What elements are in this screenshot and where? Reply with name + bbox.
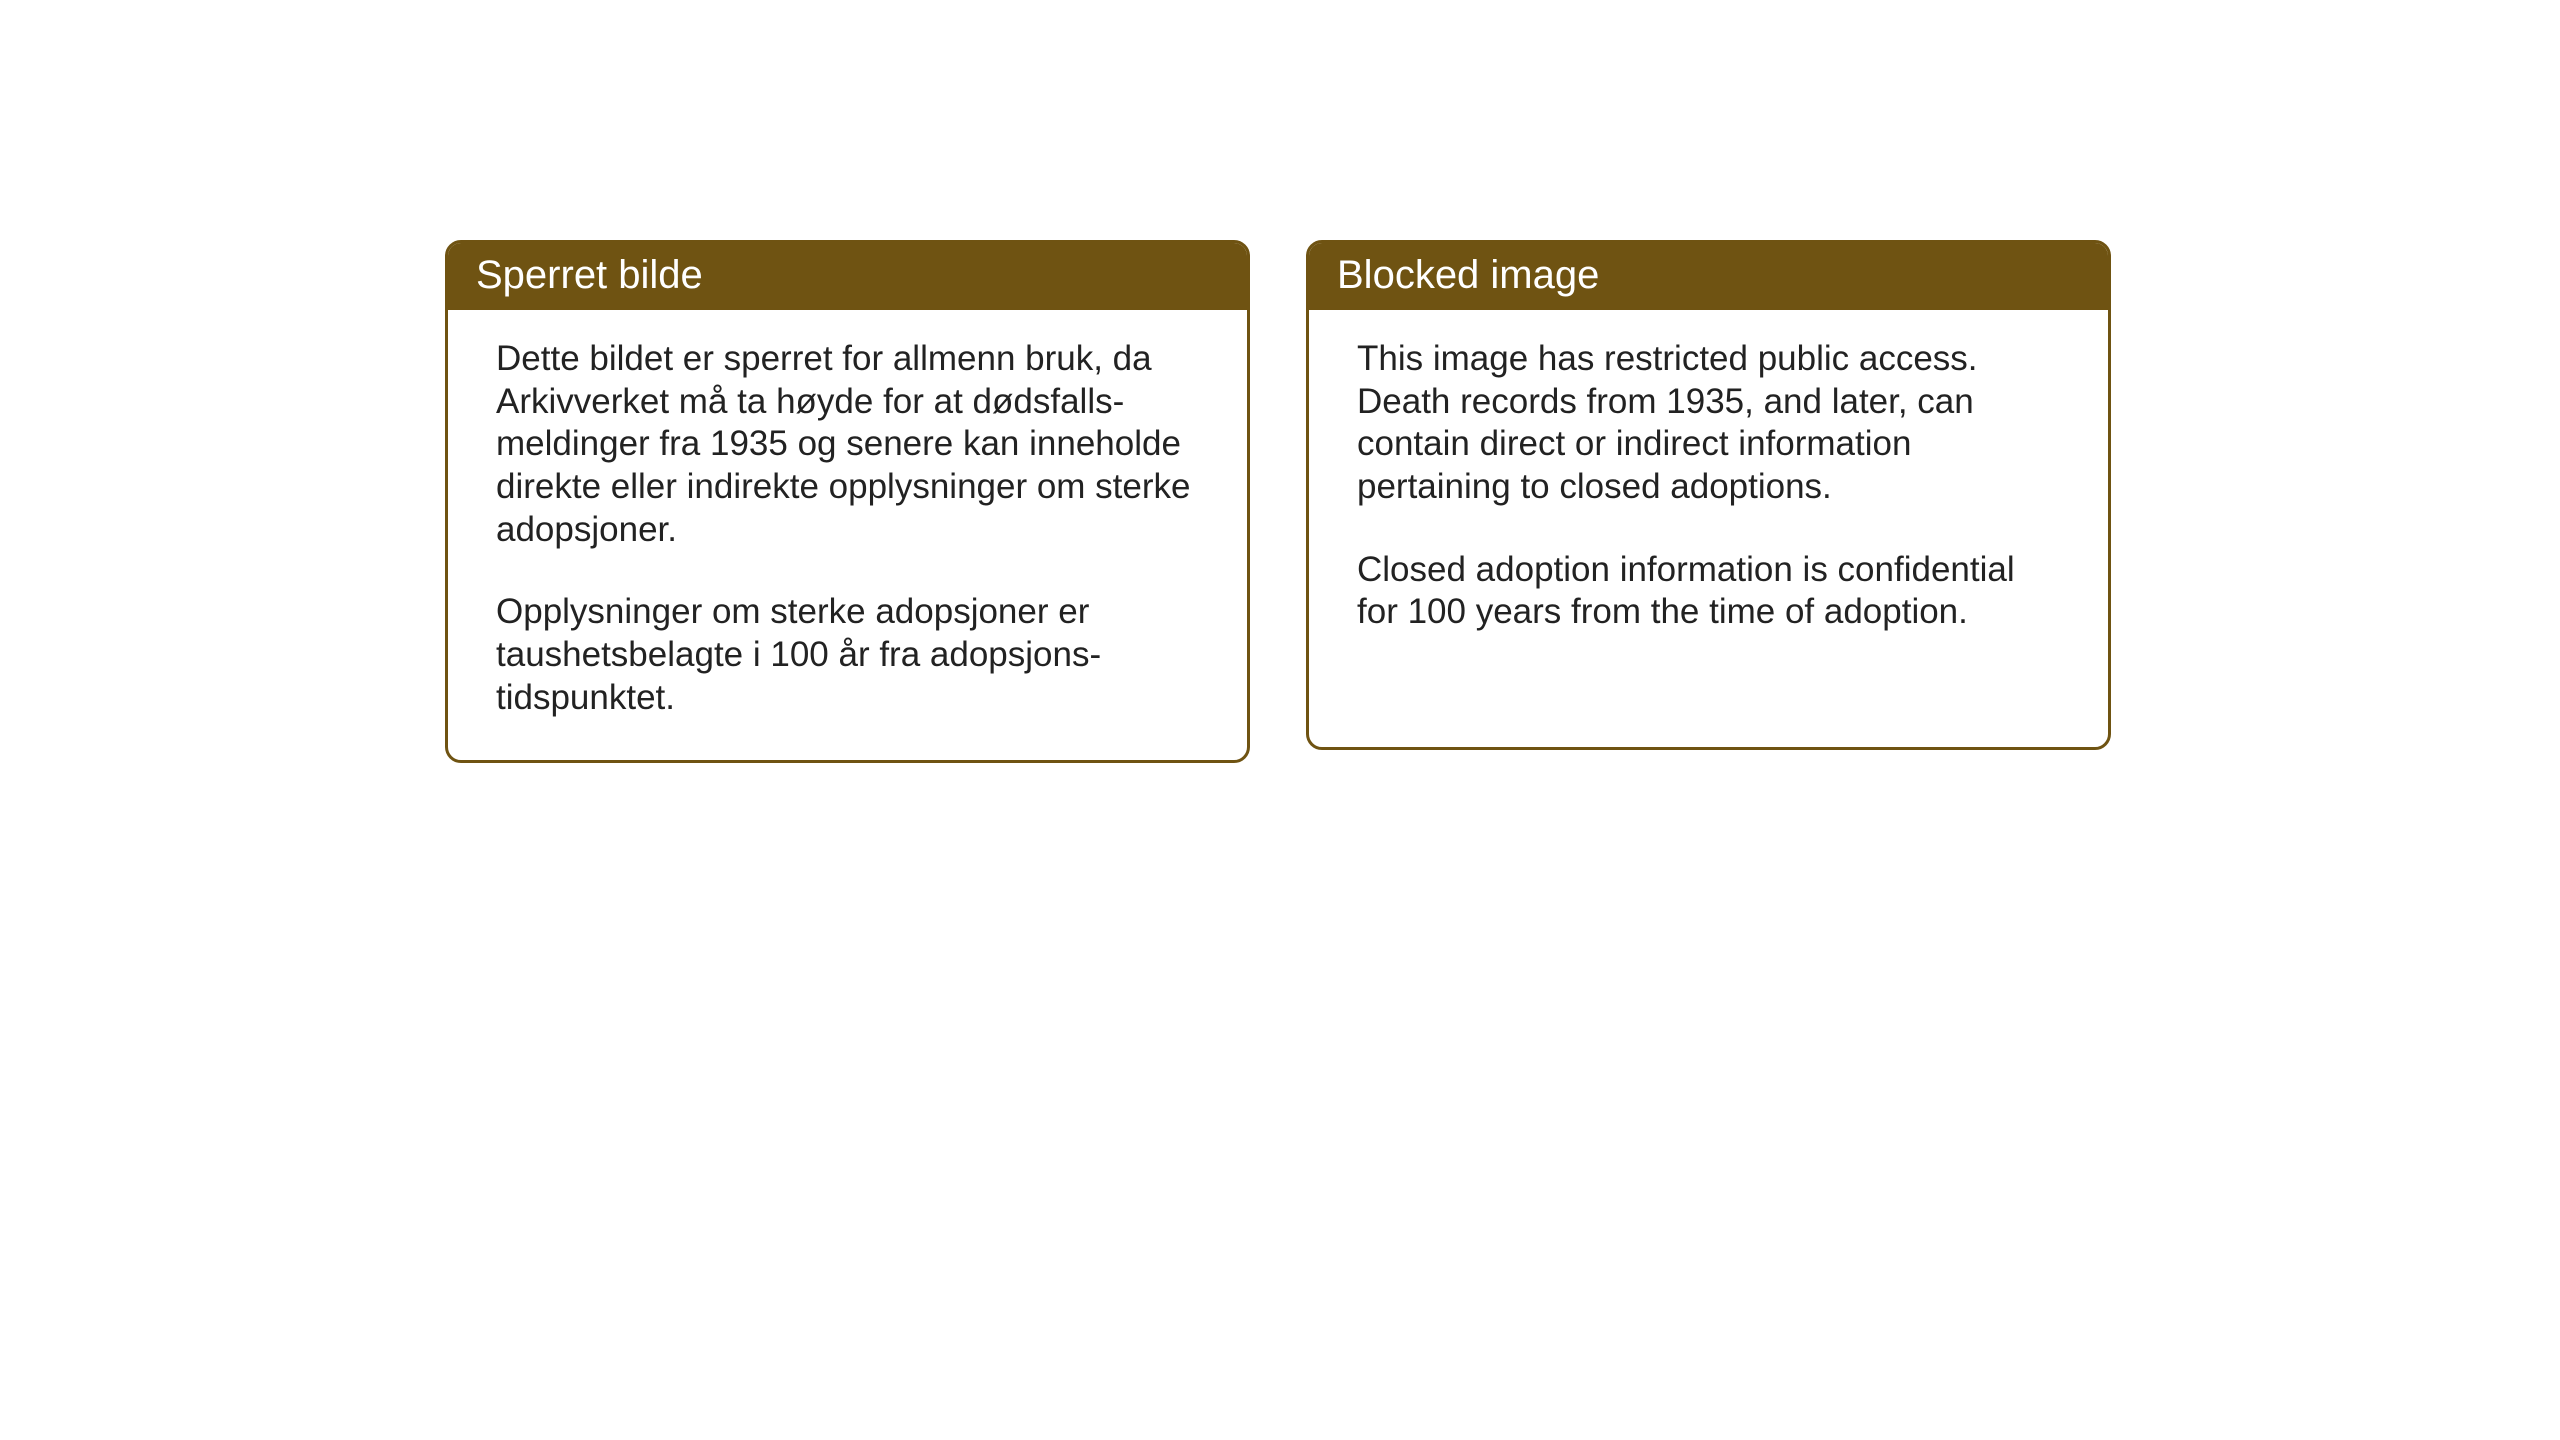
- card-body-english: This image has restricted public access.…: [1309, 310, 2108, 674]
- card-title: Sperret bilde: [476, 253, 703, 297]
- paragraph-text: Dette bildet er sperret for allmenn bruk…: [496, 338, 1199, 551]
- notice-container: Sperret bilde Dette bildet er sperret fo…: [445, 240, 2111, 763]
- notice-card-norwegian: Sperret bilde Dette bildet er sperret fo…: [445, 240, 1250, 763]
- notice-card-english: Blocked image This image has restricted …: [1306, 240, 2111, 750]
- paragraph-text: Closed adoption information is confident…: [1357, 549, 2060, 634]
- paragraph-text: Opplysninger om sterke adopsjoner er tau…: [496, 591, 1199, 719]
- card-title: Blocked image: [1337, 253, 1599, 297]
- card-header-norwegian: Sperret bilde: [448, 243, 1247, 310]
- paragraph-text: This image has restricted public access.…: [1357, 338, 2060, 509]
- card-header-english: Blocked image: [1309, 243, 2108, 310]
- card-body-norwegian: Dette bildet er sperret for allmenn bruk…: [448, 310, 1247, 760]
